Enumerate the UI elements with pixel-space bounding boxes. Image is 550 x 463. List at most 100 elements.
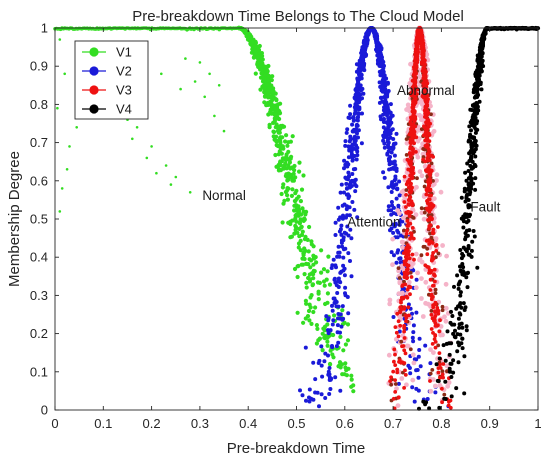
data-point: [336, 276, 341, 281]
data-point: [413, 285, 419, 291]
data-point: [385, 113, 389, 118]
data-point: [289, 193, 294, 198]
data-point: [448, 369, 453, 374]
data-point: [389, 208, 394, 213]
data-point: [397, 219, 402, 224]
data-point: [351, 154, 356, 159]
data-point: [396, 230, 401, 235]
data-point: [383, 108, 388, 113]
data-point: [450, 314, 455, 318]
data-point: [441, 362, 446, 366]
data-point: [267, 125, 272, 130]
data-point: [419, 253, 424, 258]
data-point: [378, 73, 383, 78]
data-point: [448, 320, 453, 325]
data-point: [427, 242, 432, 246]
data-point: [414, 44, 419, 48]
data-point: [319, 270, 324, 275]
data-point: [331, 257, 336, 262]
data-point: [385, 152, 390, 157]
data-point: [302, 272, 307, 277]
data-point: [433, 345, 438, 350]
data-point: [384, 94, 389, 99]
data-point: [466, 169, 471, 173]
data-point: [410, 226, 415, 230]
data-point: [479, 42, 484, 47]
data-point: [315, 390, 320, 395]
data-point: [346, 170, 351, 175]
data-point: [397, 360, 401, 364]
data-point: [424, 192, 429, 197]
data-point: [438, 318, 442, 323]
data-point: [75, 126, 78, 129]
data-point: [311, 360, 316, 365]
data-point: [344, 181, 349, 186]
data-point: [394, 386, 399, 391]
data-point: [397, 193, 402, 198]
data-point: [428, 223, 433, 227]
data-point: [422, 147, 427, 152]
data-point: [460, 325, 465, 330]
data-point: [412, 129, 417, 134]
data-point: [412, 257, 416, 262]
data-point: [457, 302, 462, 307]
data-point: [433, 302, 438, 306]
data-point: [282, 163, 287, 168]
data-point: [441, 375, 445, 380]
data-point: [405, 224, 410, 228]
data-point: [443, 397, 448, 401]
data-point: [425, 252, 430, 257]
data-point: [476, 93, 481, 97]
data-point: [396, 268, 401, 274]
data-point: [420, 94, 425, 99]
legend-label: V3: [116, 83, 132, 98]
data-point: [399, 376, 405, 381]
data-point: [474, 121, 479, 126]
data-point: [396, 291, 402, 297]
data-point: [325, 343, 330, 348]
data-point: [331, 355, 336, 360]
data-point: [308, 265, 313, 270]
data-point: [385, 102, 390, 107]
data-point: [425, 397, 430, 401]
data-point: [419, 296, 424, 301]
data-point: [276, 102, 281, 107]
data-point: [467, 124, 472, 129]
data-point: [457, 322, 462, 327]
data-point: [394, 330, 399, 335]
data-point: [469, 166, 474, 171]
data-point: [456, 340, 461, 345]
data-point: [298, 238, 303, 243]
data-point: [292, 208, 297, 213]
x-tick-label: 0.1: [94, 416, 112, 431]
data-point: [341, 247, 346, 252]
data-point: [301, 320, 306, 325]
data-point: [342, 273, 347, 278]
legend-label: V1: [116, 45, 132, 60]
data-point: [405, 218, 410, 223]
data-point: [404, 234, 408, 239]
data-point: [417, 336, 422, 341]
data-point: [480, 46, 485, 51]
data-point: [466, 244, 471, 248]
data-point: [274, 139, 279, 144]
data-point: [478, 49, 483, 54]
data-point: [308, 305, 313, 310]
data-point: [428, 277, 433, 282]
data-point: [397, 222, 402, 227]
y-tick-label: 0.7: [30, 135, 48, 150]
data-point: [386, 125, 391, 130]
data-point: [403, 351, 408, 356]
data-point: [327, 392, 332, 396]
data-point: [422, 65, 427, 69]
data-point: [441, 343, 446, 348]
y-tick-label: 0.5: [30, 212, 48, 227]
y-tick-label: 0.9: [30, 59, 48, 74]
data-point: [466, 198, 471, 202]
data-point: [399, 300, 403, 305]
data-point: [410, 90, 414, 95]
data-point: [461, 225, 466, 230]
data-point: [411, 100, 416, 105]
data-point: [395, 235, 400, 240]
